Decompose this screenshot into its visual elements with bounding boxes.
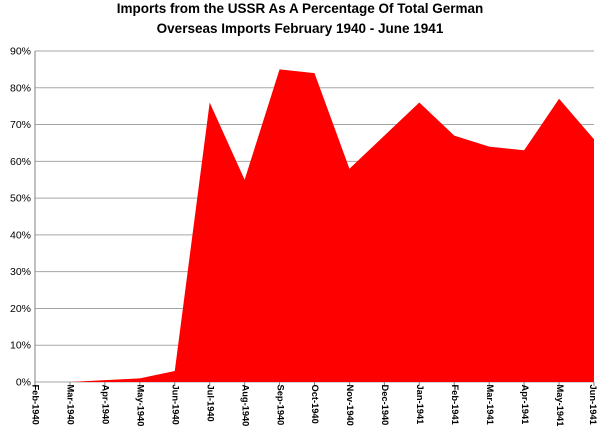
svg-text:Dec-1940: Dec-1940 xyxy=(380,385,390,426)
svg-text:Sep-1940: Sep-1940 xyxy=(275,385,285,426)
svg-text:Feb-1940: Feb-1940 xyxy=(31,385,41,425)
svg-text:60%: 60% xyxy=(10,156,31,168)
svg-text:80%: 80% xyxy=(10,82,31,94)
svg-text:Jan-1941: Jan-1941 xyxy=(415,385,425,425)
svg-text:90%: 90% xyxy=(10,46,31,58)
svg-text:Nov-1940: Nov-1940 xyxy=(345,385,355,426)
svg-text:May-1940: May-1940 xyxy=(136,385,146,427)
svg-text:40%: 40% xyxy=(10,229,31,241)
svg-text:20%: 20% xyxy=(10,303,31,315)
svg-text:70%: 70% xyxy=(10,119,31,131)
svg-text:Aug-1940: Aug-1940 xyxy=(240,385,250,427)
svg-text:May-1941: May-1941 xyxy=(555,385,565,427)
svg-text:Mar-1941: Mar-1941 xyxy=(485,385,495,425)
svg-text:0%: 0% xyxy=(16,377,31,389)
svg-text:Jun-1941: Jun-1941 xyxy=(588,385,598,425)
svg-text:Feb-1941: Feb-1941 xyxy=(450,385,460,425)
svg-text:Apr-1941: Apr-1941 xyxy=(520,385,530,425)
svg-text:Jul-1940: Jul-1940 xyxy=(205,385,215,422)
svg-text:Oct-1940: Oct-1940 xyxy=(310,385,320,424)
svg-text:10%: 10% xyxy=(10,340,31,352)
svg-text:50%: 50% xyxy=(10,193,31,205)
svg-text:30%: 30% xyxy=(10,266,31,278)
svg-text:Jun-1940: Jun-1940 xyxy=(170,385,180,425)
svg-text:Apr-1940: Apr-1940 xyxy=(101,385,111,425)
svg-text:Mar-1940: Mar-1940 xyxy=(66,385,76,425)
